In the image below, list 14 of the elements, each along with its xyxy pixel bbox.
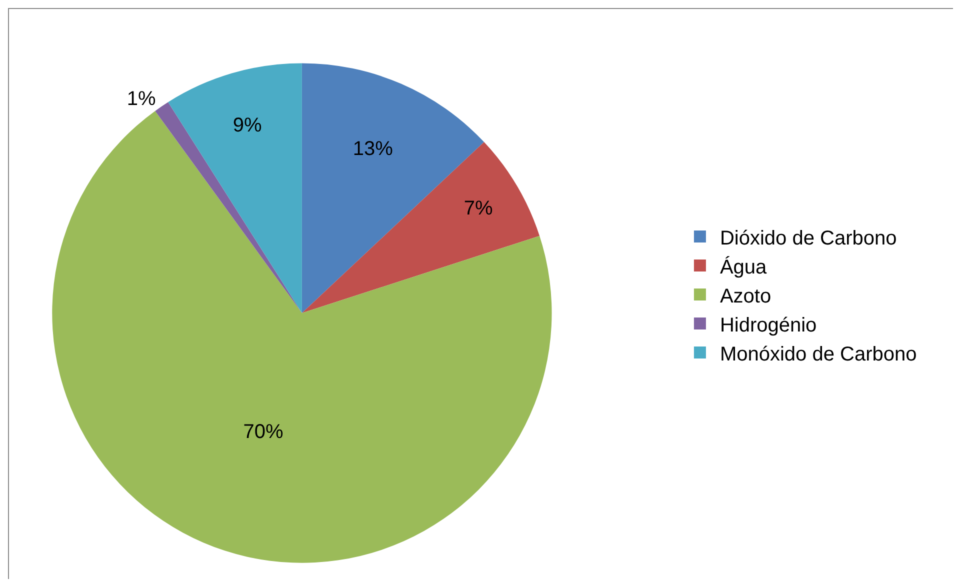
- pie-slice: [52, 110, 552, 562]
- data-label: 13%: [352, 138, 394, 160]
- legend-label: Azoto: [720, 285, 772, 308]
- legend-label: Monóxido de Carbono: [720, 343, 917, 366]
- legend-label: Dióxido de Carbono: [720, 227, 897, 250]
- data-label: 9%: [232, 114, 262, 136]
- data-label: 1%: [126, 88, 156, 110]
- pie-slice: [155, 102, 302, 314]
- legend-label: Hidrogénio: [720, 314, 817, 336]
- data-label: 7%: [464, 198, 494, 220]
- pie-slice: [302, 142, 540, 314]
- data-label: 70%: [243, 420, 284, 443]
- pie-slice: [168, 63, 302, 314]
- legend-label: Água: [720, 255, 768, 278]
